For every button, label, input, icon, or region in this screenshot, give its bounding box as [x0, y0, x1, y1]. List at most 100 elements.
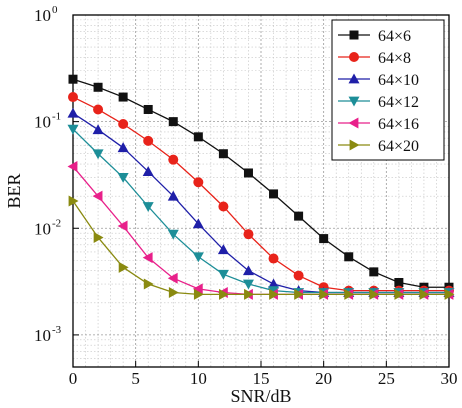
- grid: [73, 15, 449, 368]
- data-point: [118, 92, 128, 102]
- data-point: [369, 288, 380, 300]
- data-point: [294, 288, 305, 300]
- x-tick-label: 30: [441, 369, 458, 388]
- data-point: [218, 149, 228, 159]
- legend-label: 64×6: [378, 28, 411, 45]
- data-point: [269, 288, 280, 300]
- legend-marker: [349, 30, 359, 40]
- data-point: [167, 229, 179, 240]
- legend-entry: 64×6: [338, 28, 411, 45]
- data-point: [168, 286, 179, 298]
- data-point: [192, 218, 204, 229]
- data-point: [319, 234, 329, 244]
- legend-entry: 64×8: [338, 50, 411, 67]
- data-point: [444, 288, 455, 300]
- data-point: [68, 74, 78, 84]
- data-point: [419, 288, 430, 300]
- data-point: [93, 82, 103, 92]
- data-point: [67, 107, 79, 118]
- data-point: [293, 270, 304, 281]
- data-point: [244, 288, 254, 300]
- plot-frame: [72, 14, 450, 368]
- data-point: [319, 288, 330, 300]
- series: [67, 74, 455, 300]
- data-point: [193, 132, 203, 142]
- data-point: [243, 168, 253, 178]
- data-point: [67, 124, 79, 135]
- legend-marker: [349, 139, 360, 151]
- data-point: [242, 279, 254, 290]
- data-point: [219, 288, 229, 300]
- data-point: [117, 172, 129, 183]
- legend-entry: 64×10: [338, 72, 419, 89]
- legend-entry: 64×20: [338, 138, 419, 155]
- series-line: [72, 200, 449, 296]
- data-point: [268, 278, 280, 289]
- data-point: [394, 278, 404, 288]
- y-axis-label: BER: [4, 173, 24, 208]
- data-point: [369, 267, 379, 277]
- data-point: [117, 142, 129, 153]
- data-point: [344, 288, 355, 300]
- data-point: [269, 189, 279, 199]
- legend-marker: [349, 52, 359, 62]
- x-tick-label: 5: [131, 369, 140, 388]
- data-point: [268, 286, 280, 297]
- data-point: [193, 288, 204, 300]
- y-tick-exponent: -1: [52, 111, 61, 123]
- legend-marker: [348, 117, 359, 129]
- series-line: [72, 128, 449, 294]
- series-1: [68, 74, 454, 292]
- data-point: [92, 149, 104, 160]
- data-point: [142, 166, 154, 176]
- data-point: [93, 231, 104, 243]
- y-tick-label: 10: [34, 326, 51, 345]
- x-tick-label: 20: [315, 369, 332, 388]
- data-point: [118, 119, 129, 130]
- legend-entry: 64×16: [338, 116, 419, 133]
- data-point: [218, 201, 229, 212]
- data-point: [294, 211, 304, 221]
- x-tick-label: 15: [253, 369, 270, 388]
- data-point: [243, 229, 254, 240]
- legend: 64×6 64×8 64×10 64×12 64×16 64×20: [331, 19, 445, 161]
- data-point: [92, 124, 104, 135]
- legend-marker: [348, 73, 360, 84]
- data-point: [168, 154, 179, 165]
- data-point: [167, 190, 179, 201]
- legend-box: [331, 19, 445, 161]
- data-point: [143, 135, 154, 146]
- legend-label: 64×12: [378, 94, 419, 111]
- legend-label: 64×10: [378, 72, 419, 89]
- y-tick-exponent: -3: [52, 324, 62, 336]
- data-point: [117, 220, 128, 232]
- data-point: [143, 104, 153, 114]
- x-tick-label: 10: [190, 369, 207, 388]
- data-point: [142, 202, 154, 213]
- data-point: [217, 269, 229, 280]
- data-point: [242, 265, 254, 276]
- legend-label: 64×20: [378, 138, 419, 155]
- legend-entry: 64×12: [338, 94, 419, 111]
- x-axis-label: SNR/dB: [230, 386, 291, 406]
- y-tick-exponent: -2: [52, 217, 61, 229]
- data-point: [92, 190, 103, 202]
- data-point: [142, 252, 153, 264]
- data-point: [167, 272, 178, 284]
- data-point: [394, 288, 405, 300]
- legend-label: 64×8: [378, 50, 411, 67]
- y-tick-exponent: 0: [52, 4, 58, 16]
- data-point: [93, 104, 104, 115]
- axis-labels: SNR/dB BER: [4, 173, 292, 406]
- legend-label: 64×16: [378, 116, 419, 133]
- data-point: [168, 117, 178, 127]
- data-point: [68, 195, 79, 207]
- data-point: [192, 283, 203, 295]
- y-tick-label: 10: [34, 113, 51, 132]
- y-tick-label: 10: [34, 6, 51, 25]
- y-tick-label: 10: [34, 219, 51, 238]
- data-point: [118, 261, 129, 273]
- x-tick-label: 0: [69, 369, 78, 388]
